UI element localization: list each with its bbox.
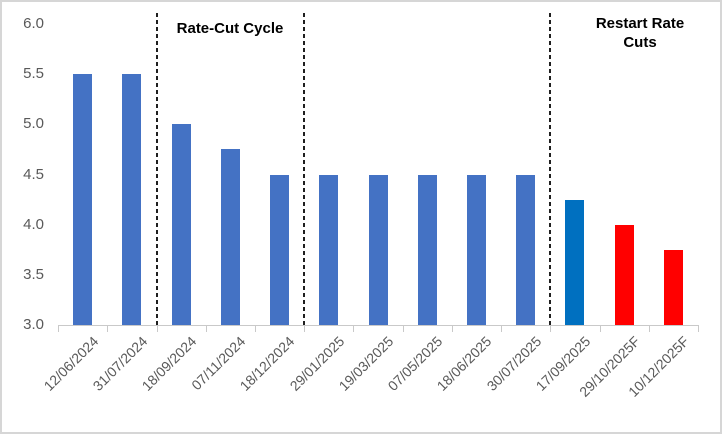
bar [270,174,289,325]
y-tick-label: 6.0 [23,15,44,32]
bar [73,74,93,325]
x-axis-tick [550,325,552,332]
bar [565,199,585,325]
y-tick-label: 5.5 [23,65,44,82]
bar [516,174,536,325]
bar [417,174,437,325]
x-axis-tick [205,325,207,332]
bar [467,174,486,325]
y-tick-label: 3.5 [23,266,44,283]
annotation-restart-rate-cuts: Restart Rate Cuts [595,15,685,51]
bar [122,74,142,325]
x-axis-tick [107,325,109,332]
bar [614,224,634,325]
y-tick-label: 4.0 [23,216,44,233]
bar [220,149,240,325]
bar [368,174,388,325]
phase-separator-line [549,13,552,325]
x-axis-tick [156,325,158,332]
y-tick-label: 4.5 [23,166,44,183]
annotation-rate-cut-cycle: Rate-Cut Cycle [176,20,284,37]
x-axis-tick [599,325,601,332]
y-tick-label: 3.0 [23,316,44,333]
x-axis-tick [648,325,650,332]
bar [663,249,683,326]
phase-separator-line [155,13,158,325]
x-axis-line [58,325,698,326]
bar [319,174,339,325]
x-axis-tick [353,325,355,332]
x-axis-tick [501,325,503,332]
x-axis-tick [254,325,256,332]
x-axis-tick [402,325,404,332]
y-tick-label: 5.0 [23,115,44,132]
x-axis-tick [698,325,699,332]
x-axis-tick [58,325,59,332]
bar [171,124,191,325]
x-axis-tick [451,325,453,332]
x-axis-tick [304,325,306,332]
phase-separator-line [303,13,306,325]
